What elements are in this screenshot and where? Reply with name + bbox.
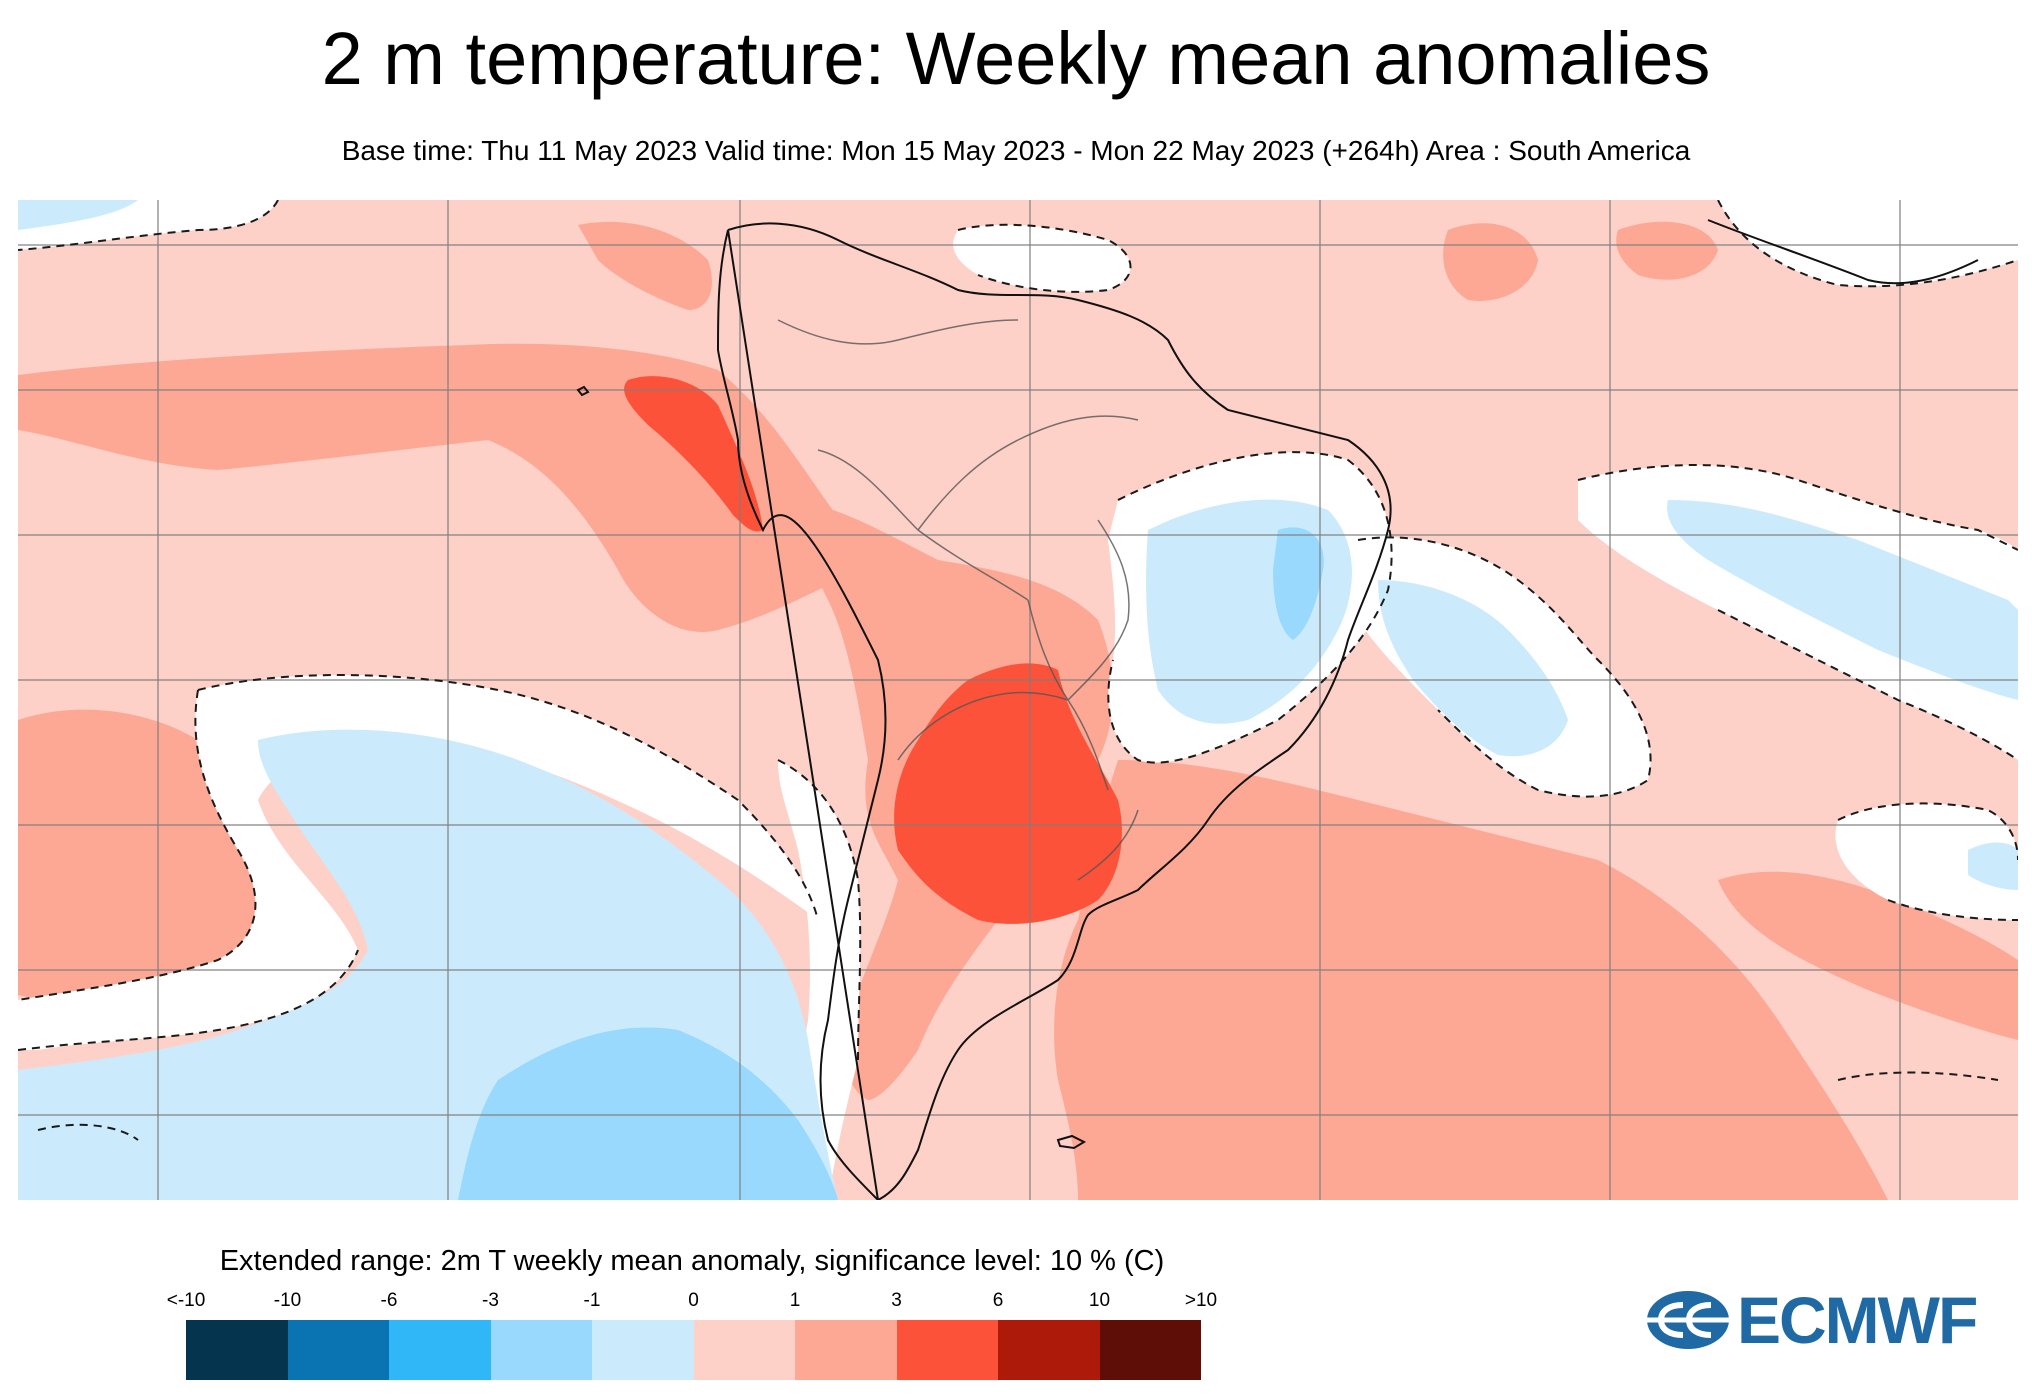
neutral-south-pacific-arc (18, 675, 818, 1050)
coastlines (576, 219, 1979, 1200)
legend-bin-4 (592, 1320, 694, 1380)
moderate-cool-brazil (1273, 527, 1324, 640)
legend-bin-1 (287, 1320, 389, 1380)
legend-bin-6 (795, 1320, 897, 1380)
legend-tick-4: -1 (583, 1290, 601, 1311)
anomaly-map (18, 200, 2018, 1200)
warm-band-north (578, 221, 712, 310)
neutral-northeast (1718, 200, 2018, 287)
neutral-caribbean (953, 224, 1131, 292)
legend-tick-3: -3 (482, 1290, 499, 1311)
cool-northwest (18, 200, 138, 230)
legend-tick-0: <-10 (166, 1290, 206, 1311)
warm-patch-north-atlantic-2 (1616, 221, 1718, 280)
legend-tick-2: -6 (380, 1290, 398, 1311)
galapagos (576, 385, 590, 397)
cool-south-atlantic (1378, 580, 1568, 757)
legend-bin-0 (186, 1320, 288, 1380)
legend-bin-5 (693, 1320, 795, 1380)
legend-bin-9 (1099, 1320, 1201, 1380)
caribbean-coast (1707, 219, 1979, 285)
cool-east-band (1667, 500, 2018, 700)
legend-tick-1: -10 (273, 1290, 302, 1311)
legend-tick-9: 10 (1088, 1290, 1111, 1311)
south-america-coast (716, 222, 1392, 1200)
legend-tick-6: 1 (789, 1290, 801, 1311)
ecmwf-logo-icon (1647, 1291, 1729, 1349)
chart-subtitle: Base time: Thu 11 May 2023 Valid time: M… (341, 135, 1691, 166)
ecmwf-logo: ECMWF (1645, 1283, 1985, 1357)
warm-east-atlantic (1718, 871, 2018, 1040)
legend-bin-8 (998, 1320, 1100, 1380)
warm-sw-atlantic (1054, 760, 1888, 1200)
legend-colorbar (186, 1320, 1201, 1380)
cool-east-patch (1968, 842, 2018, 890)
legend-tick-7: 3 (891, 1290, 902, 1311)
legend-bin-3 (490, 1320, 592, 1380)
warm-patch-north-atlantic (1443, 223, 1538, 301)
legend-tick-5: 0 (688, 1290, 699, 1311)
neutral-east-patch (1835, 803, 2018, 920)
legend-tick-8: 6 (992, 1290, 1004, 1311)
legend-tick-10: >10 (1184, 1290, 1218, 1311)
legend-title: Extended range: 2m T weekly mean anomaly… (219, 1245, 1165, 1277)
moderate-cool-pacific (458, 1027, 838, 1200)
chart-title: 2 m temperature: Weekly mean anomalies (321, 17, 1711, 100)
warm-sw-pacific (18, 709, 258, 1000)
legend-bin-7 (896, 1320, 998, 1380)
country-borders (777, 319, 1139, 881)
falklands (1056, 1134, 1087, 1150)
strong-warm-peru-coast (624, 376, 763, 532)
strong-warm-argentina (894, 663, 1122, 924)
legend-bin-2 (389, 1320, 491, 1380)
ecmwf-logo-text: ECMWF (1737, 1283, 1978, 1357)
graticule (18, 200, 2018, 1200)
